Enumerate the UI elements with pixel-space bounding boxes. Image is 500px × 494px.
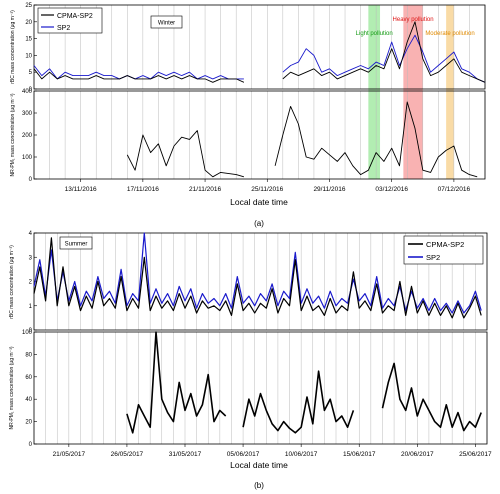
x-tick-label: 20/06/2017 — [401, 451, 434, 458]
x-tick-label: 17/11/2016 — [127, 186, 159, 193]
panel-a-x-ticks: 13/11/2016 17/11/2016 21/11/2016 25/11/2016… — [65, 179, 471, 193]
panel-a-event-labels: Light pollution Heavy pollution Moderate p… — [356, 17, 475, 37]
y-tick-label: 2 — [29, 280, 33, 286]
x-tick-label: 13/11/2016 — [65, 186, 97, 193]
panel-b-lower-y-ticks: 0 20 40 60 80 100 — [22, 330, 37, 448]
event-label-0: Light pollution — [356, 31, 393, 37]
panel-b-legend-sp2: SP2 — [426, 253, 440, 262]
panel-b-upper-ylabel: rBC mass concentration (μg m⁻³) — [9, 245, 15, 319]
y-tick-label: 0 — [29, 87, 33, 93]
x-tick-label: 10/06/2017 — [285, 451, 318, 458]
y-tick-label: 10 — [25, 53, 32, 59]
panel-a-day-gridlines — [33, 5, 486, 179]
x-tick-label: 03/12/2016 — [375, 186, 408, 193]
panel-a-lower-lines — [126, 101, 478, 178]
y-tick-label: 100 — [22, 330, 33, 336]
panel-b-caption: (b) — [254, 481, 264, 490]
panel-a-lower-ylabel: NR-PM₁ mass concentration (μg m⁻³) — [10, 93, 16, 176]
panel-a-upper-ylabel: rBC mass concentration (μg m⁻³) — [10, 10, 16, 84]
y-tick-label: 1 — [29, 304, 33, 310]
x-tick-label: 31/05/2017 — [169, 451, 202, 458]
panel-a-legend: CPMA-SP2 SP2 — [37, 7, 103, 34]
y-tick-label: 25 — [25, 3, 32, 9]
series-line-nr-pm1 — [126, 101, 478, 178]
x-tick-label: 21/11/2016 — [189, 186, 221, 193]
series-line-nr-pm1 — [126, 331, 482, 434]
y-tick-label: 5 — [29, 70, 33, 76]
y-tick-label: 40 — [25, 397, 32, 403]
x-tick-label: 21/05/2017 — [53, 451, 86, 458]
y-tick-label: 200 — [22, 133, 33, 139]
series-line-sp2 — [33, 34, 486, 83]
panel-b-season-box: Summer — [59, 236, 93, 250]
panel-b-lower-ylabel: NR-PM₁ mass concentration (μg m⁻³) — [9, 346, 15, 429]
x-tick-label: 15/06/2017 — [343, 451, 376, 458]
panel-b-legend-cpma: CPMA-SP2 — [426, 240, 464, 249]
x-tick-label: 05/06/2017 — [227, 451, 260, 458]
panel-a-legend-sp2: SP2 — [57, 25, 70, 32]
event-band-1 — [403, 5, 423, 179]
y-tick-label: 100 — [22, 155, 33, 161]
panel-a-xlabel: Local date time — [230, 197, 288, 207]
panel-a-upper-lines — [33, 21, 486, 83]
panel-b-upper-y-ticks: 0 1 2 3 4 — [29, 231, 37, 334]
x-tick-label: 25/11/2016 — [251, 186, 283, 193]
series-line-cpma-sp2 — [33, 237, 482, 319]
panel-a-legend-cpma: CPMA-SP2 — [57, 13, 93, 20]
event-band-0 — [368, 5, 381, 179]
x-tick-label: 29/11/2016 — [313, 186, 345, 193]
event-label-2: Moderate pollution — [425, 31, 474, 37]
x-tick-label: 26/05/2017 — [111, 451, 144, 458]
y-tick-label: 15 — [25, 37, 32, 43]
series-line-sp2 — [33, 232, 482, 314]
event-label-1: Heavy pollution — [393, 17, 434, 23]
y-tick-label: 4 — [29, 231, 33, 237]
series-line-cpma-sp2 — [33, 21, 486, 83]
event-band-2 — [446, 5, 454, 179]
y-tick-label: 20 — [25, 420, 32, 426]
y-tick-label: 300 — [22, 111, 33, 117]
panel-a-season-box: Winter — [150, 15, 183, 29]
x-tick-label: 07/12/2016 — [438, 186, 471, 193]
y-tick-label: 0 — [29, 328, 33, 334]
panel-a-upper-y-ticks: 0 5 10 15 20 25 — [25, 3, 37, 93]
panel-a-upper-frame — [33, 4, 486, 90]
y-tick-label: 60 — [25, 375, 32, 381]
panel-b-season-label: Summer — [65, 242, 88, 248]
y-tick-label: 3 — [29, 255, 33, 261]
panel-a-caption: (a) — [254, 219, 264, 228]
y-tick-label: 400 — [22, 89, 33, 95]
panel-b-xlabel: Local date time — [230, 460, 288, 470]
y-tick-label: 20 — [25, 20, 32, 26]
y-tick-label: 0 — [29, 177, 33, 183]
y-tick-label: 0 — [29, 442, 33, 448]
panel-b-x-ticks: 21/05/2017 26/05/2017 31/05/2017 05/06/2017… — [53, 444, 492, 458]
panel-a-season-label: Winter — [158, 21, 175, 27]
panel-a: 0 5 10 15 20 25 0 100 200 300 400 13/11/2016 17/11… — [10, 3, 486, 228]
panel-b-lower-frame — [33, 331, 488, 445]
panel-b: 0 1 2 3 4 0 20 40 60 80 100 21/05/2017 26/05/2017 3… — [9, 231, 492, 490]
panel-a-lower-y-ticks: 0 100 200 300 400 — [22, 89, 37, 183]
panel-b-lower-lines — [126, 331, 482, 434]
panel-b-legend: CPMA-SP2 SP2 — [403, 235, 484, 265]
y-tick-label: 80 — [25, 352, 32, 358]
x-tick-label: 25/06/2017 — [459, 451, 492, 458]
panel-a-shaded-events — [368, 5, 454, 179]
panel-b-upper-lines — [33, 232, 482, 319]
